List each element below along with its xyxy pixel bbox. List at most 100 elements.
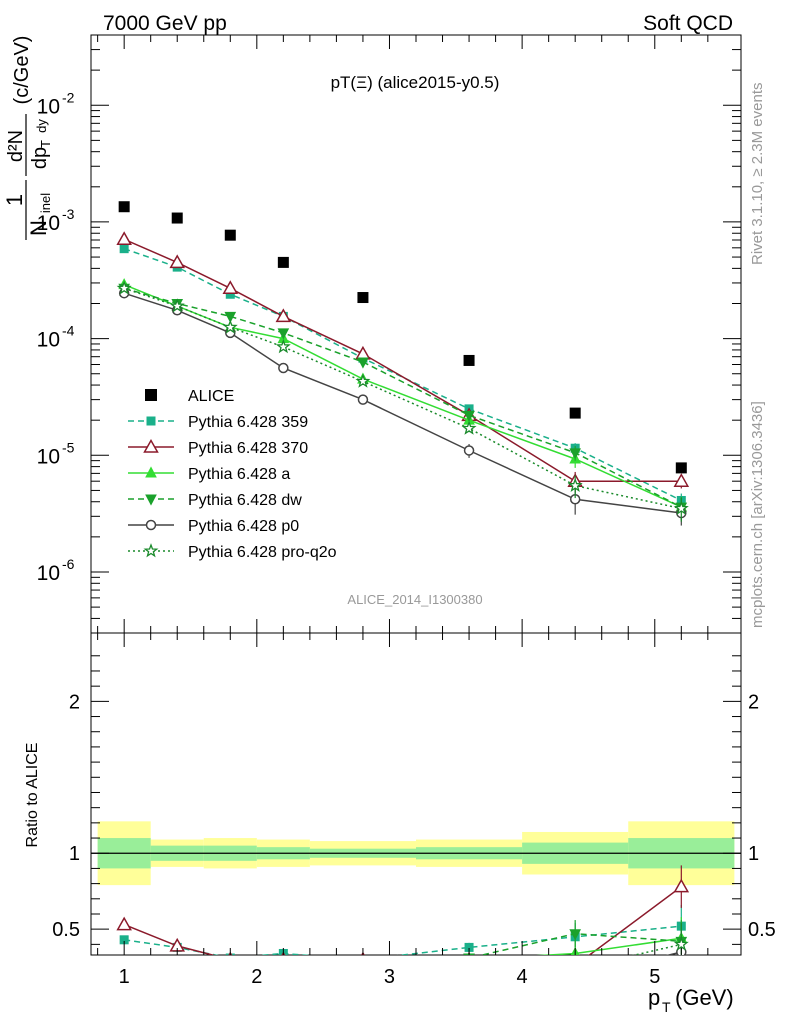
marker — [145, 466, 157, 478]
series-line — [123, 238, 682, 482]
marker — [463, 960, 474, 971]
y-tick-exponent: -2 — [62, 89, 75, 105]
beam-label: 7000 GeV pp — [103, 12, 227, 35]
marker — [463, 410, 475, 422]
marker — [116, 231, 132, 246]
marker — [673, 936, 689, 951]
ratio-frame — [90, 632, 742, 956]
ratio-line — [123, 886, 682, 955]
marker — [673, 473, 690, 487]
legend-label: ALICE — [188, 388, 234, 405]
marker — [275, 338, 291, 354]
ylabel-deriv-den-sub: T — [38, 140, 53, 148]
legend-entry: Pythia 6.428 pro-q2o — [128, 543, 337, 561]
x-tick-label: 1 — [119, 966, 130, 988]
marker — [278, 966, 288, 976]
series-line — [123, 287, 682, 510]
marker — [226, 978, 235, 987]
marker — [146, 416, 156, 426]
plot-title: pT(Ξ) (alice2015-y0.5) — [331, 73, 500, 92]
alice-point — [675, 462, 687, 474]
ylabel-deriv-den: dp — [29, 147, 51, 169]
marker — [357, 970, 368, 981]
ratio-panel: 1 2 3 4 5 0.5 0.5 1 1 2 2 Ratio to ALICE — [24, 632, 776, 988]
marker — [355, 373, 371, 388]
marker — [278, 970, 289, 981]
marker — [673, 878, 690, 893]
marker — [225, 975, 236, 986]
process-label: Soft QCD — [643, 12, 733, 35]
marker — [358, 959, 368, 969]
ratio-y-tick-label: 1 — [69, 843, 80, 865]
marker — [222, 280, 239, 295]
legend-label: Pythia 6.428 370 — [188, 440, 308, 457]
xlabel-main: p — [648, 985, 660, 1010]
legend-entry: Pythia 6.428 a — [128, 466, 290, 483]
ylabel-unit: (c/GeV) — [11, 36, 33, 105]
alice-point — [224, 229, 236, 241]
ylabel-deriv-num: d²N — [5, 130, 27, 162]
alice-point — [357, 292, 369, 304]
x-tick-label: 5 — [649, 966, 660, 988]
y-tick-label: 10 — [37, 212, 60, 235]
marker — [461, 420, 477, 435]
marker — [275, 308, 292, 323]
marker — [224, 311, 237, 323]
series-line — [123, 287, 682, 508]
rivet-label: Rivet 3.1.10, ≥ 2.3M events — [749, 83, 766, 266]
x-tick-label: 4 — [517, 966, 528, 988]
mcplots-label: mcplots.cern.ch [arXiv:1306.3436] — [749, 401, 766, 628]
marker — [571, 973, 580, 982]
ratio-ylabel: Ratio to ALICE — [24, 743, 41, 848]
ratio-y-tick-label: 2 — [69, 691, 80, 713]
series-pythia-6-428-pro-q2o — [116, 280, 689, 522]
ratio-y-tick-label: 0.5 — [52, 919, 80, 941]
legend-label: Pythia 6.428 pro-q2o — [188, 544, 337, 561]
marker — [673, 500, 689, 515]
y-tick-exponent: -6 — [62, 556, 75, 572]
legend-entry: Pythia 6.428 p0 — [128, 518, 299, 535]
alice-data-layer — [118, 201, 687, 474]
ylabel-deriv-den-tail: dy — [34, 119, 49, 133]
ratio-pythia-6-428-370 — [116, 865, 690, 955]
marker — [116, 916, 132, 931]
ratio-bands — [91, 821, 741, 886]
marker — [116, 280, 132, 295]
marker — [172, 972, 182, 982]
xlabel-unit: (GeV) — [675, 985, 734, 1010]
legend-marker — [145, 389, 157, 401]
y-tick-exponent: -3 — [62, 206, 75, 222]
marker — [278, 963, 288, 973]
y-tick-exponent: -4 — [62, 323, 75, 339]
x-tick-label: 3 — [384, 966, 395, 988]
ylabel-frac-den: N — [26, 220, 51, 236]
marker — [169, 254, 186, 269]
ratio-line — [665, 951, 682, 955]
ratio-y-tick-label-right: 1 — [748, 843, 759, 865]
ylabel-frac-num: 1 — [2, 194, 27, 206]
xlabel-sub: T — [662, 999, 671, 1015]
alice-point — [118, 201, 130, 213]
legend-entry: Pythia 6.428 370 — [128, 438, 308, 457]
marker — [569, 963, 580, 974]
marker — [173, 976, 182, 985]
y-tick-label: 10 — [37, 445, 60, 468]
marker — [143, 438, 159, 453]
marker — [569, 448, 582, 460]
alice-point — [463, 354, 475, 366]
marker — [569, 929, 582, 941]
ylabel-frac-den-sub: inel — [38, 193, 53, 213]
marker — [169, 298, 185, 313]
y-tick-label: 10 — [37, 95, 60, 118]
legend-entry: Pythia 6.428 dw — [128, 492, 302, 509]
ratio-y-tick-label-right: 2 — [748, 691, 759, 713]
marker — [225, 971, 235, 981]
marker — [225, 975, 235, 985]
marker — [119, 244, 129, 254]
marker — [145, 494, 157, 506]
legend-label: Pythia 6.428 p0 — [188, 518, 299, 535]
ratio-line — [536, 937, 682, 955]
marker — [567, 477, 583, 492]
